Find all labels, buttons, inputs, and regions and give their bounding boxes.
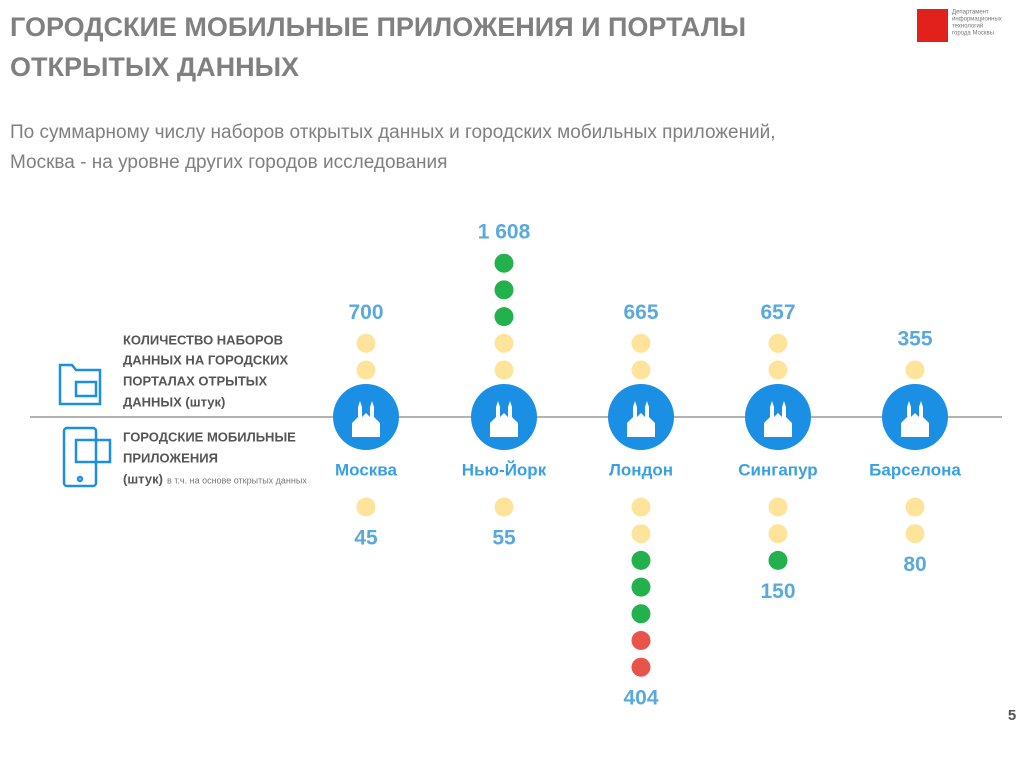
- city-icon: [352, 401, 380, 437]
- dot: [631, 631, 651, 650]
- legend-text: (штук): [123, 471, 163, 486]
- logo-text: Департамент: [952, 10, 989, 16]
- dot: [905, 360, 925, 380]
- dot: [631, 657, 651, 677]
- city-name: Барселона: [869, 460, 961, 479]
- city-name: Нью-Йорк: [462, 460, 547, 479]
- legend-text: ПРИЛОЖЕНИЯ: [123, 450, 218, 465]
- city-icon: [901, 401, 929, 437]
- dataset-count: 1 608: [478, 221, 531, 244]
- dot: [768, 497, 788, 517]
- dot: [631, 360, 651, 380]
- title: ГОРОДСКИЕ МОБИЛЬНЫЕ ПРИЛОЖЕНИЯ И ПОРТАЛЫ: [10, 12, 746, 42]
- city-icon: [764, 401, 792, 437]
- legend-note: в т.ч. на основе открытых данных: [167, 475, 307, 485]
- dot: [631, 577, 651, 597]
- subtitle: По суммарному числу наборов открытых дан…: [10, 122, 776, 143]
- dot: [631, 604, 651, 624]
- dot: [631, 333, 651, 353]
- phone-icon: [62, 426, 112, 488]
- legend-text: ДАННЫХ НА ГОРОДСКИХ: [123, 352, 289, 367]
- folder-icon: [58, 363, 102, 406]
- logo-text: информационных: [952, 17, 1002, 23]
- app-count: 150: [760, 580, 795, 603]
- dataset-count: 665: [623, 301, 658, 324]
- city-icon: [490, 401, 518, 437]
- dot: [494, 280, 514, 300]
- dot: [494, 360, 514, 380]
- dot: [494, 253, 514, 273]
- dot: [905, 524, 925, 544]
- app-count: 404: [623, 687, 658, 710]
- dot: [494, 333, 514, 353]
- city-name: Москва: [335, 460, 398, 479]
- subtitle: Москва - на уровне других городов исслед…: [10, 152, 447, 173]
- dot: [905, 497, 925, 517]
- logo-text: города Москвы: [952, 31, 994, 37]
- app-count: 80: [903, 553, 926, 576]
- legend-text: ГОРОДСКИЕ МОБИЛЬНЫЕ: [123, 429, 296, 444]
- dot: [494, 497, 514, 517]
- dataset-count: 657: [760, 301, 795, 324]
- dot: [631, 497, 651, 517]
- city-name: Лондон: [609, 460, 673, 479]
- dot: [768, 333, 788, 353]
- dot: [356, 333, 376, 353]
- dot: [356, 497, 376, 517]
- title: ОТКРЫТЫХ ДАННЫХ: [10, 52, 299, 82]
- legend-text: КОЛИЧЕСТВО НАБОРОВ: [123, 332, 283, 347]
- dot: [631, 524, 651, 544]
- legend-text: ПОРТАЛАХ ОТРЫТЫХ: [123, 373, 268, 388]
- dataset-count: 355: [897, 328, 932, 351]
- dot: [768, 360, 788, 380]
- page-number: 5: [1008, 707, 1016, 724]
- dot: [356, 360, 376, 380]
- dot: [631, 550, 651, 570]
- dot: [494, 307, 514, 327]
- logo-text: технологий: [952, 23, 983, 30]
- dot: [768, 550, 788, 570]
- city-icon: [627, 401, 655, 437]
- dot: [768, 524, 788, 544]
- dataset-count: 700: [348, 301, 383, 324]
- app-count: 45: [354, 527, 378, 550]
- app-count: 55: [492, 527, 516, 550]
- logo-mark: [917, 9, 948, 42]
- legend-text: ДАННЫХ (штук): [123, 394, 225, 409]
- city-name: Сингапур: [738, 460, 817, 479]
